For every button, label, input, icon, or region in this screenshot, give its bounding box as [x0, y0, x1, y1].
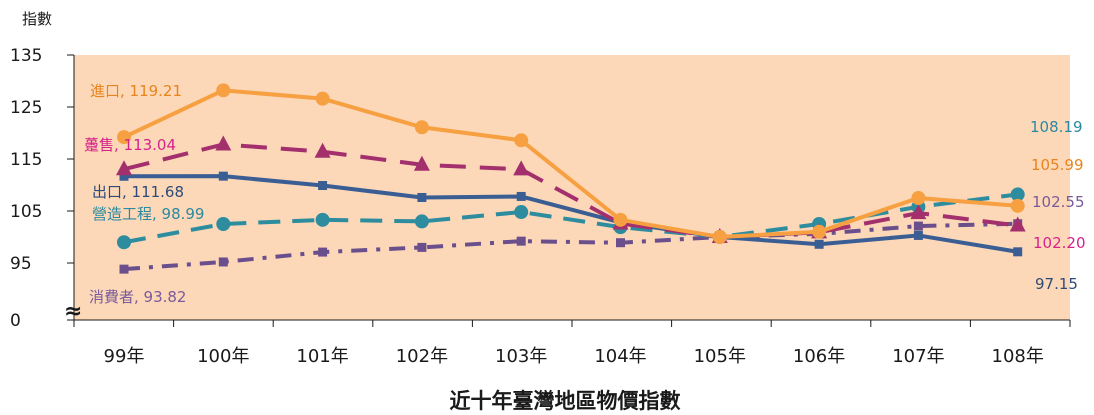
series-end-label: 97.15	[1035, 275, 1078, 293]
series-end-label: 105.99	[1031, 156, 1084, 174]
x-tick-label: 99年	[104, 346, 145, 367]
data-point	[215, 135, 232, 151]
data-point	[413, 155, 430, 171]
y-tick-label: 0	[10, 311, 21, 331]
data-point	[814, 239, 824, 249]
series-line	[122, 174, 1020, 254]
data-point	[315, 91, 330, 106]
data-point	[117, 235, 131, 250]
y-tick-label: 135	[10, 46, 42, 66]
x-tick-label: 108年	[992, 346, 1044, 367]
data-point	[910, 204, 927, 220]
data-point	[911, 191, 926, 205]
chart-title: 近十年臺灣地區物價指數	[450, 389, 681, 413]
data-point	[119, 264, 129, 274]
data-point	[315, 212, 330, 227]
labels-layer: 進口, 119.21 躉售, 113.04 出口, 111.68 營造工程, 98.9…	[84, 82, 1086, 306]
series-end-label: 108.19	[1030, 118, 1083, 136]
data-point	[712, 230, 727, 244]
data-point	[514, 205, 529, 220]
x-tick-label: 100年	[197, 346, 249, 367]
series-start-label: 躉售, 113.04	[84, 136, 176, 154]
x-tick-label: 106年	[793, 346, 845, 367]
data-point	[314, 142, 331, 158]
data-point	[613, 212, 628, 227]
y-tick-label: 115	[10, 150, 42, 170]
y-tick-label: 105	[10, 202, 42, 222]
x-tick-label: 101年	[296, 346, 348, 367]
data-point	[1010, 198, 1025, 213]
x-tick-label: 102年	[396, 346, 448, 367]
axis-break-icon: ≈	[64, 299, 82, 324]
data-point	[513, 160, 530, 176]
series-start-label: 出口, 111.68	[92, 183, 184, 201]
y-tick-label: 125	[10, 98, 42, 118]
data-point	[318, 247, 328, 257]
series-end-label: 102.20	[1033, 234, 1086, 252]
data-point	[913, 221, 923, 231]
data-point	[514, 133, 529, 148]
data-point	[417, 242, 427, 252]
data-point	[216, 217, 231, 231]
x-tick-label: 105年	[694, 346, 746, 367]
series-line	[123, 142, 1018, 239]
data-point	[414, 214, 429, 229]
y-tick-label: 95	[10, 254, 32, 274]
x-tick-label: 103年	[495, 346, 547, 367]
data-point	[116, 160, 132, 176]
data-point	[616, 238, 625, 248]
series-layer	[116, 83, 1026, 274]
series-start-label: 消費者, 93.82	[89, 288, 186, 306]
x-tick-label: 104年	[594, 346, 646, 367]
y-axis-label: 指數	[22, 10, 52, 28]
series-end-label: 102.55	[1032, 193, 1085, 211]
data-point	[1009, 216, 1026, 232]
plot-area	[74, 55, 1070, 320]
axes: 135 125 115 105 95 0 ≈99年 100年 101年 102年 103年 104年 1…	[10, 46, 1071, 367]
data-point	[119, 171, 129, 181]
x-tick-label: 107年	[892, 346, 944, 367]
data-point	[218, 171, 228, 181]
data-point	[216, 83, 231, 98]
data-point	[1010, 187, 1025, 202]
data-point	[1013, 247, 1023, 257]
series-start-label: 營造工程, 98.99	[92, 205, 204, 223]
data-point	[318, 181, 328, 191]
series-line	[122, 88, 1020, 239]
data-point	[913, 230, 923, 240]
data-point	[414, 120, 429, 135]
series-start-label: 進口, 119.21	[90, 82, 182, 100]
data-point	[516, 236, 526, 246]
data-point	[516, 191, 526, 201]
data-point	[417, 192, 427, 202]
data-point	[117, 130, 131, 145]
data-point	[218, 257, 228, 267]
data-point	[812, 224, 827, 239]
